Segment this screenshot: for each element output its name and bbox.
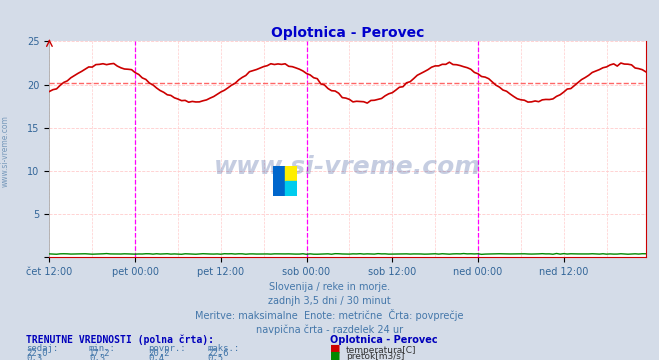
Text: 0,4: 0,4: [148, 354, 164, 360]
Text: pretok[m3/s]: pretok[m3/s]: [346, 352, 405, 360]
Text: 17,2: 17,2: [89, 350, 111, 359]
Text: TRENUTNE VREDNOSTI (polna črta):: TRENUTNE VREDNOSTI (polna črta):: [26, 334, 214, 345]
Text: temperatura[C]: temperatura[C]: [346, 346, 416, 355]
Text: sedaj:: sedaj:: [26, 344, 59, 353]
Text: zadnjh 3,5 dni / 30 minut: zadnjh 3,5 dni / 30 minut: [268, 296, 391, 306]
Text: www.si-vreme.com: www.si-vreme.com: [1, 115, 10, 187]
Text: maks.:: maks.:: [208, 344, 240, 353]
Bar: [285, 166, 297, 181]
Text: ■: ■: [330, 350, 340, 360]
Text: Slovenija / reke in morje.: Slovenija / reke in morje.: [269, 282, 390, 292]
Text: 0,3: 0,3: [26, 354, 42, 360]
Text: povpr.:: povpr.:: [148, 344, 186, 353]
Text: Oplotnica - Perovec: Oplotnica - Perovec: [330, 335, 437, 345]
Text: ■: ■: [330, 344, 340, 354]
Text: min.:: min.:: [89, 344, 116, 353]
Title: Oplotnica - Perovec: Oplotnica - Perovec: [271, 26, 424, 40]
Text: 22,0: 22,0: [26, 350, 48, 359]
Text: 22,6: 22,6: [208, 350, 229, 359]
Text: www.si-vreme.com: www.si-vreme.com: [214, 155, 481, 179]
Bar: [285, 181, 297, 196]
Text: 0,5: 0,5: [208, 354, 223, 360]
Text: navpična črta - razdelek 24 ur: navpična črta - razdelek 24 ur: [256, 324, 403, 335]
Text: 0,3: 0,3: [89, 354, 105, 360]
Text: Meritve: maksimalne  Enote: metrične  Črta: povprečje: Meritve: maksimalne Enote: metrične Črta…: [195, 309, 464, 321]
Bar: [273, 166, 285, 196]
Text: 20,2: 20,2: [148, 350, 170, 359]
